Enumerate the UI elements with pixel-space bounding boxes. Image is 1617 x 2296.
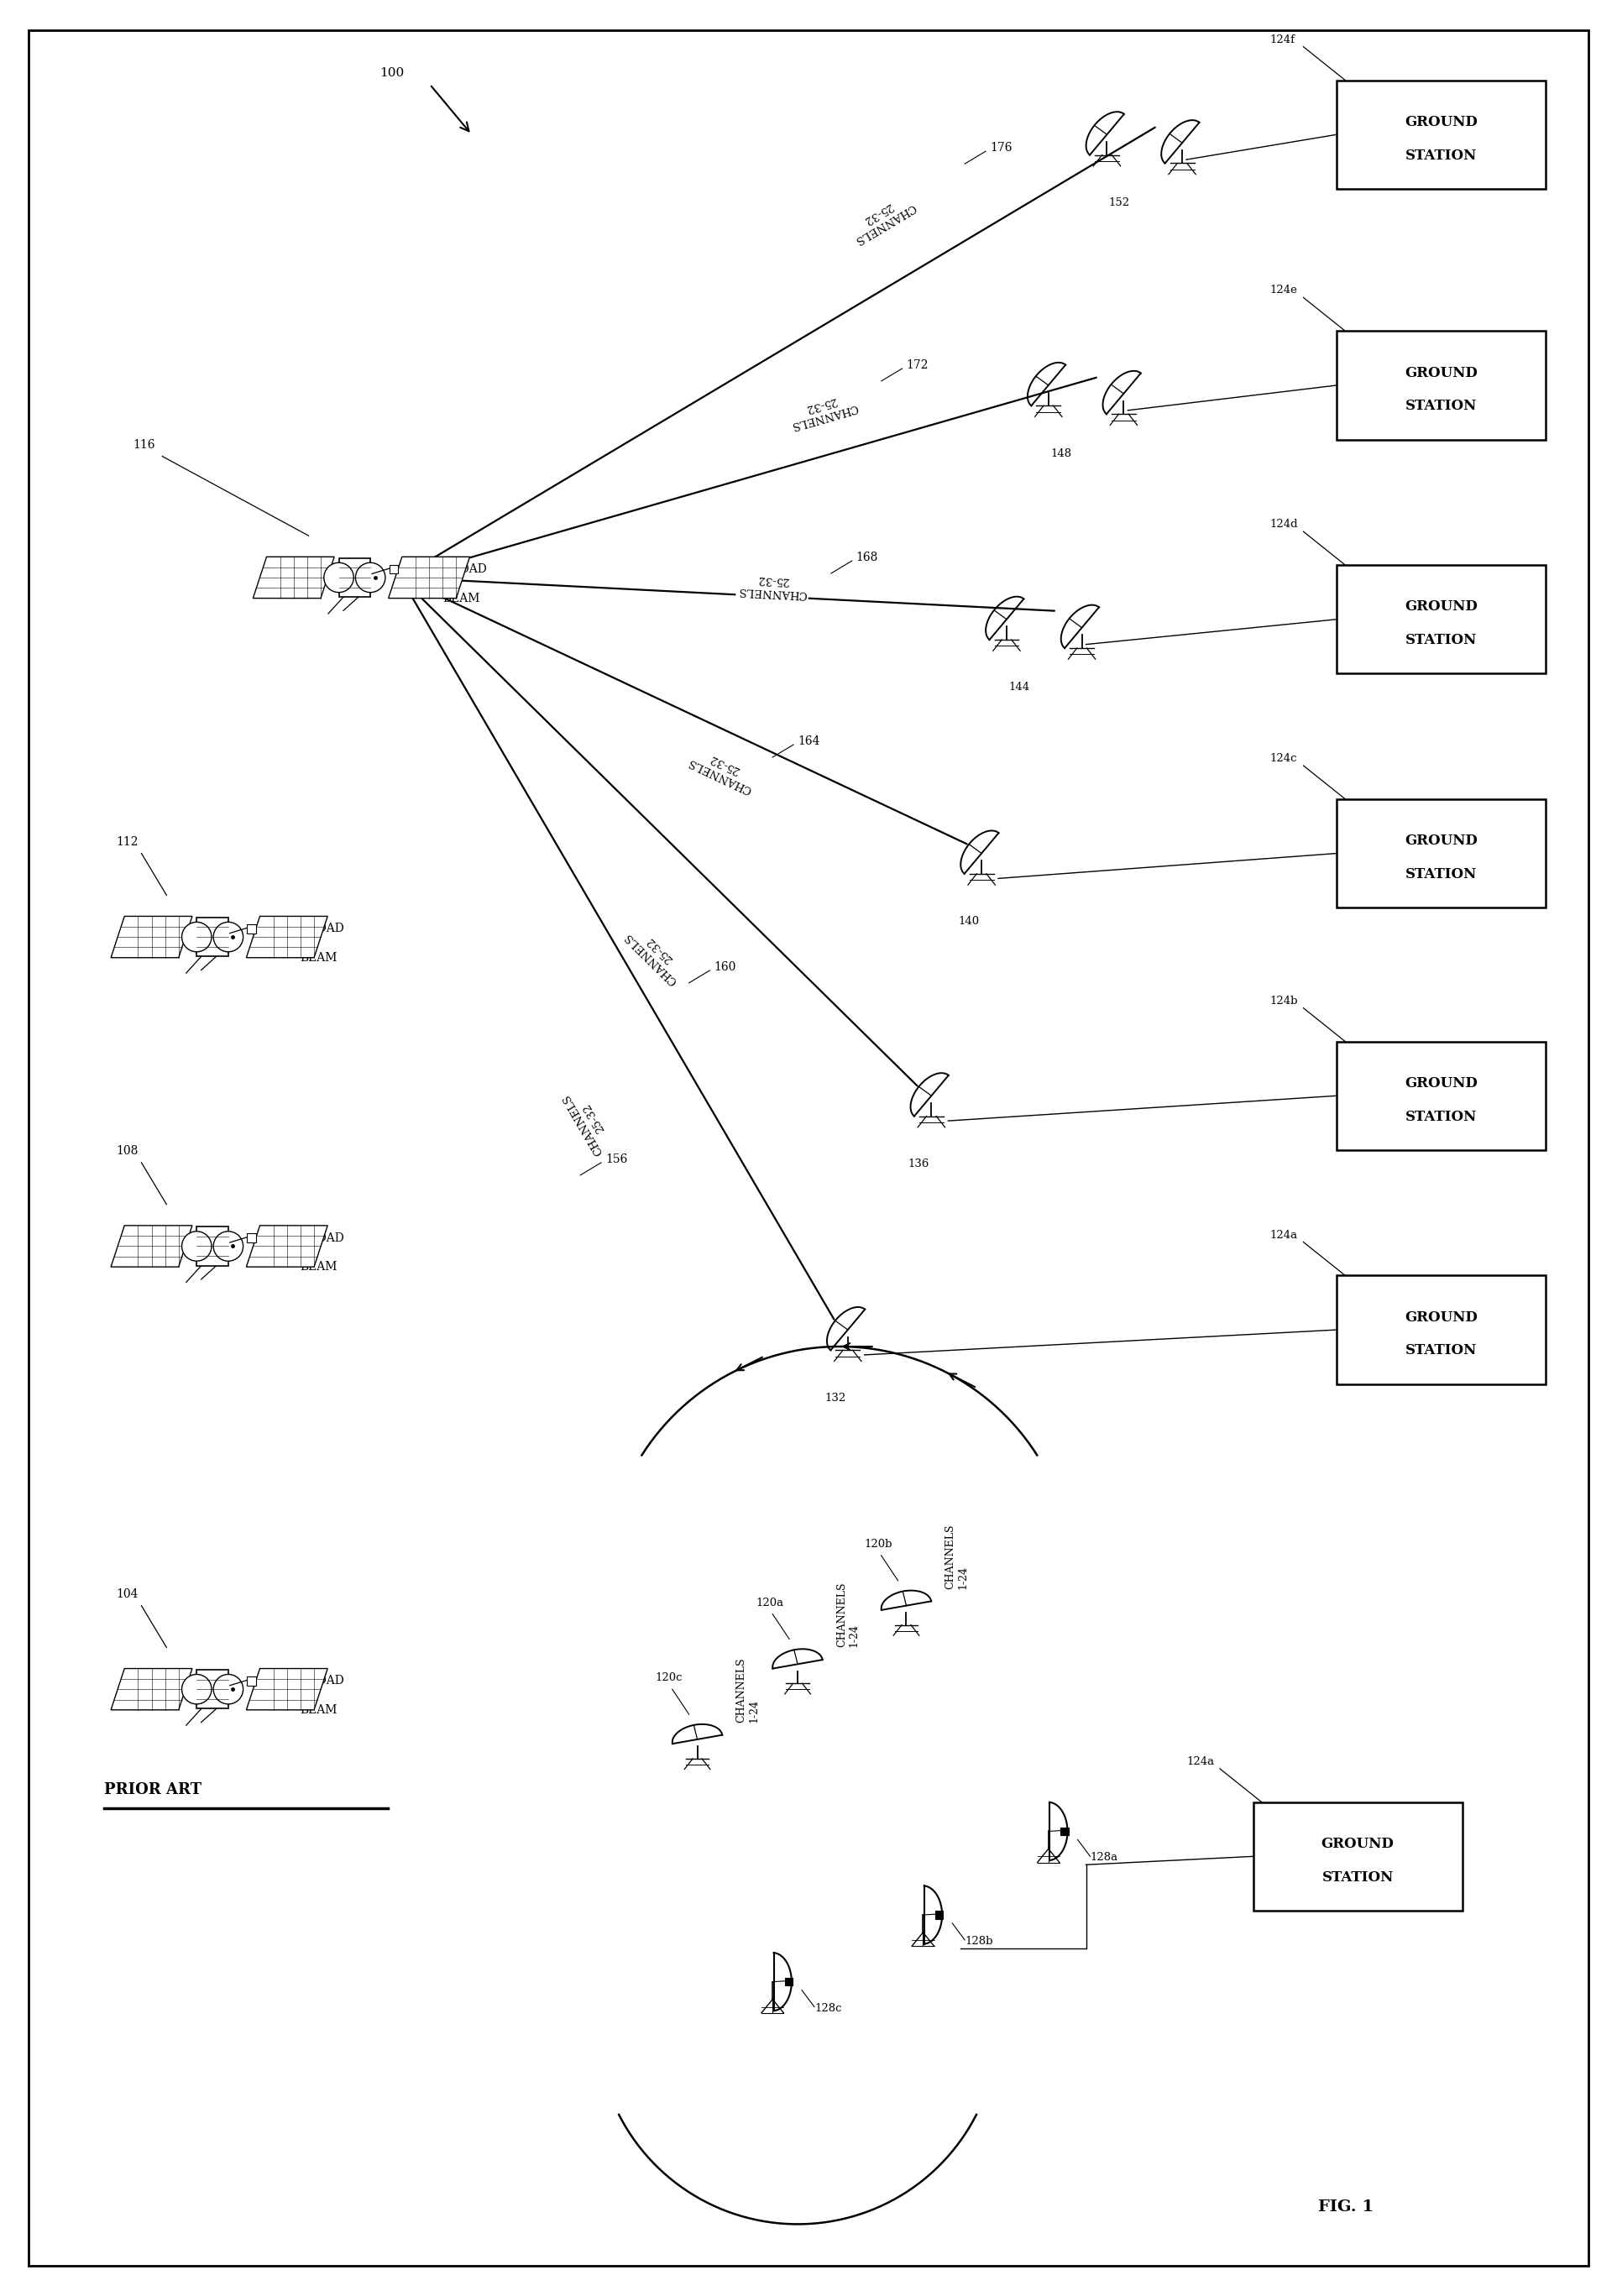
Text: 128c: 128c [815, 2002, 841, 2014]
Text: STATION: STATION [1405, 400, 1476, 413]
Text: FIG. 1: FIG. 1 [1318, 2200, 1374, 2216]
Bar [1337, 565, 1546, 673]
Text: BROAD: BROAD [301, 923, 344, 934]
Text: CHANNELS
1-24: CHANNELS 1-24 [736, 1658, 760, 1722]
Text: 124e: 124e [1269, 285, 1297, 296]
Text: 112: 112 [116, 836, 139, 847]
Text: GROUND: GROUND [1321, 1837, 1394, 1851]
Text: 152: 152 [1109, 197, 1130, 209]
Text: GROUND: GROUND [1405, 1311, 1478, 1325]
Bar [1061, 1828, 1069, 1835]
Polygon shape [112, 1226, 192, 1267]
Text: 148: 148 [1051, 448, 1072, 459]
Text: BROAD: BROAD [443, 563, 487, 574]
Text: BEAM: BEAM [301, 1261, 338, 1272]
Text: GROUND: GROUND [1405, 365, 1478, 379]
Text: 104: 104 [116, 1589, 139, 1600]
Text: 124d: 124d [1269, 519, 1298, 530]
Bar [247, 1233, 255, 1242]
Polygon shape [246, 916, 328, 957]
Text: 124b: 124b [1269, 996, 1298, 1006]
Bar [1337, 799, 1546, 907]
Text: 120b: 120b [865, 1538, 893, 1550]
Text: 124f: 124f [1269, 34, 1295, 46]
Text: 124c: 124c [1269, 753, 1297, 765]
Text: 124a: 124a [1269, 1228, 1298, 1240]
Polygon shape [388, 558, 469, 599]
Text: STATION: STATION [1405, 868, 1476, 882]
Text: 144: 144 [1009, 682, 1030, 693]
Text: 108: 108 [116, 1146, 139, 1157]
Text: STATION: STATION [1405, 634, 1476, 647]
Bar [935, 1910, 943, 1919]
Circle shape [181, 923, 212, 953]
Text: 136: 136 [909, 1159, 930, 1169]
Text: 140: 140 [959, 916, 980, 928]
Text: STATION: STATION [1323, 1871, 1394, 1885]
Bar [1337, 331, 1546, 439]
Text: STATION: STATION [1405, 149, 1476, 163]
Polygon shape [112, 916, 192, 957]
Text: BROAD: BROAD [301, 1676, 344, 1688]
Bar [1337, 1042, 1546, 1150]
Text: BEAM: BEAM [301, 1704, 338, 1715]
Circle shape [356, 563, 385, 592]
Polygon shape [246, 1226, 328, 1267]
Text: CHANNELS
1-24: CHANNELS 1-24 [944, 1525, 969, 1589]
Bar [340, 558, 370, 597]
Circle shape [323, 563, 354, 592]
Bar [390, 565, 398, 574]
Circle shape [213, 1674, 243, 1704]
Text: CHANNELS
1-24: CHANNELS 1-24 [836, 1582, 860, 1649]
Bar [197, 1669, 228, 1708]
Bar [1253, 1802, 1462, 1910]
Bar [247, 1676, 255, 1685]
Text: BEAM: BEAM [443, 592, 480, 604]
Text: GROUND: GROUND [1405, 115, 1478, 129]
Text: 132: 132 [825, 1391, 846, 1403]
Text: GROUND: GROUND [1405, 599, 1478, 613]
Text: STATION: STATION [1405, 1343, 1476, 1357]
Text: 120a: 120a [755, 1598, 784, 1607]
Text: 120c: 120c [655, 1671, 682, 1683]
Text: CHANNELS
25-32: CHANNELS 25-32 [623, 921, 689, 987]
Text: 156: 156 [605, 1153, 627, 1164]
Text: 160: 160 [715, 962, 736, 974]
Text: 100: 100 [380, 67, 404, 78]
Polygon shape [252, 558, 335, 599]
Text: 128b: 128b [965, 1936, 993, 1947]
Text: GROUND: GROUND [1405, 833, 1478, 847]
Text: STATION: STATION [1405, 1109, 1476, 1123]
Bar [247, 925, 255, 932]
Text: GROUND: GROUND [1405, 1077, 1478, 1091]
Circle shape [181, 1231, 212, 1261]
Text: PRIOR ART: PRIOR ART [103, 1782, 201, 1798]
Text: CHANNELS
25-32: CHANNELS 25-32 [786, 390, 859, 432]
Bar [1337, 80, 1546, 188]
Text: 164: 164 [797, 735, 820, 746]
Bar [1337, 1277, 1546, 1384]
Text: 168: 168 [855, 551, 878, 563]
Text: 124a: 124a [1187, 1756, 1214, 1768]
Text: CHANNELS
25-32: CHANNELS 25-32 [686, 744, 758, 794]
Text: CHANNELS
25-32: CHANNELS 25-32 [846, 191, 917, 246]
Text: 176: 176 [990, 142, 1012, 154]
Text: BROAD: BROAD [301, 1233, 344, 1244]
Polygon shape [112, 1669, 192, 1711]
Bar [197, 918, 228, 957]
Polygon shape [246, 1669, 328, 1711]
Circle shape [213, 1231, 243, 1261]
Circle shape [213, 923, 243, 953]
Circle shape [181, 1674, 212, 1704]
Text: BEAM: BEAM [301, 953, 338, 964]
Text: 116: 116 [133, 439, 155, 450]
Bar [197, 1226, 228, 1265]
Text: 172: 172 [906, 360, 928, 372]
Text: 128a: 128a [1090, 1853, 1117, 1862]
Bar [784, 1977, 792, 1986]
Text: CHANNELS
25-32: CHANNELS 25-32 [561, 1086, 616, 1157]
Text: CHANNELS
25-32: CHANNELS 25-32 [737, 572, 807, 599]
